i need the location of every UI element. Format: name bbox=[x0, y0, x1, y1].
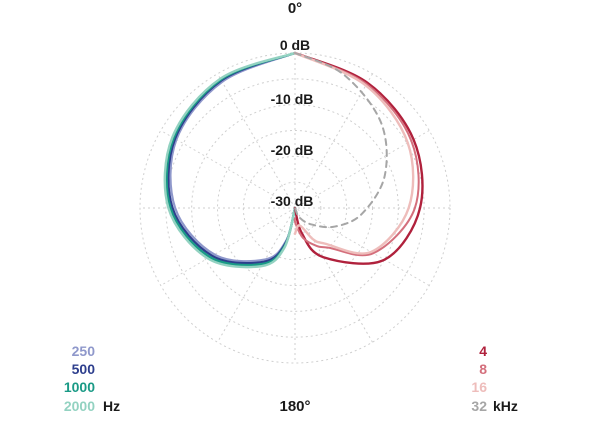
legend-item-4k: 4 bbox=[479, 343, 487, 359]
legend-unit-khz: kHz bbox=[493, 398, 518, 414]
legend-item-32k: 32 bbox=[471, 398, 487, 414]
legend-item-250: 250 bbox=[72, 343, 96, 359]
ring-label-minus30db: -30 dB bbox=[271, 193, 314, 209]
series-16k-curve bbox=[293, 51, 415, 255]
polar-curves bbox=[163, 51, 424, 269]
ring-labels: 0 dB -10 dB -20 dB -30 dB bbox=[271, 37, 314, 209]
series-2000-curve bbox=[163, 51, 297, 269]
series-4k-curve bbox=[293, 51, 424, 265]
ring-label-minus20db: -20 dB bbox=[271, 142, 314, 158]
grid-ring bbox=[191, 104, 399, 312]
angle-label-180: 180° bbox=[279, 398, 310, 415]
legend-item-1000: 1000 bbox=[64, 379, 95, 395]
angle-label-0: 0° bbox=[288, 0, 302, 17]
legend-item-500: 500 bbox=[72, 361, 96, 377]
grid-ring bbox=[217, 130, 373, 286]
legend-left: 250 500 1000 2000 Hz bbox=[64, 343, 120, 414]
legend-right: 4 8 16 32 kHz bbox=[471, 343, 517, 414]
series-8k-curve bbox=[293, 52, 420, 257]
legend-item-16k: 16 bbox=[471, 379, 487, 395]
grid-ring bbox=[165, 78, 425, 338]
grid-ring bbox=[242, 155, 348, 261]
legend-item-2000: 2000 bbox=[64, 398, 95, 414]
ring-label-minus10db: -10 dB bbox=[271, 91, 314, 107]
ring-label-0db: 0 dB bbox=[280, 37, 310, 53]
legend-item-8k: 8 bbox=[479, 361, 487, 377]
series-32k-curve bbox=[294, 52, 388, 229]
legend-unit-hz: Hz bbox=[103, 398, 120, 414]
